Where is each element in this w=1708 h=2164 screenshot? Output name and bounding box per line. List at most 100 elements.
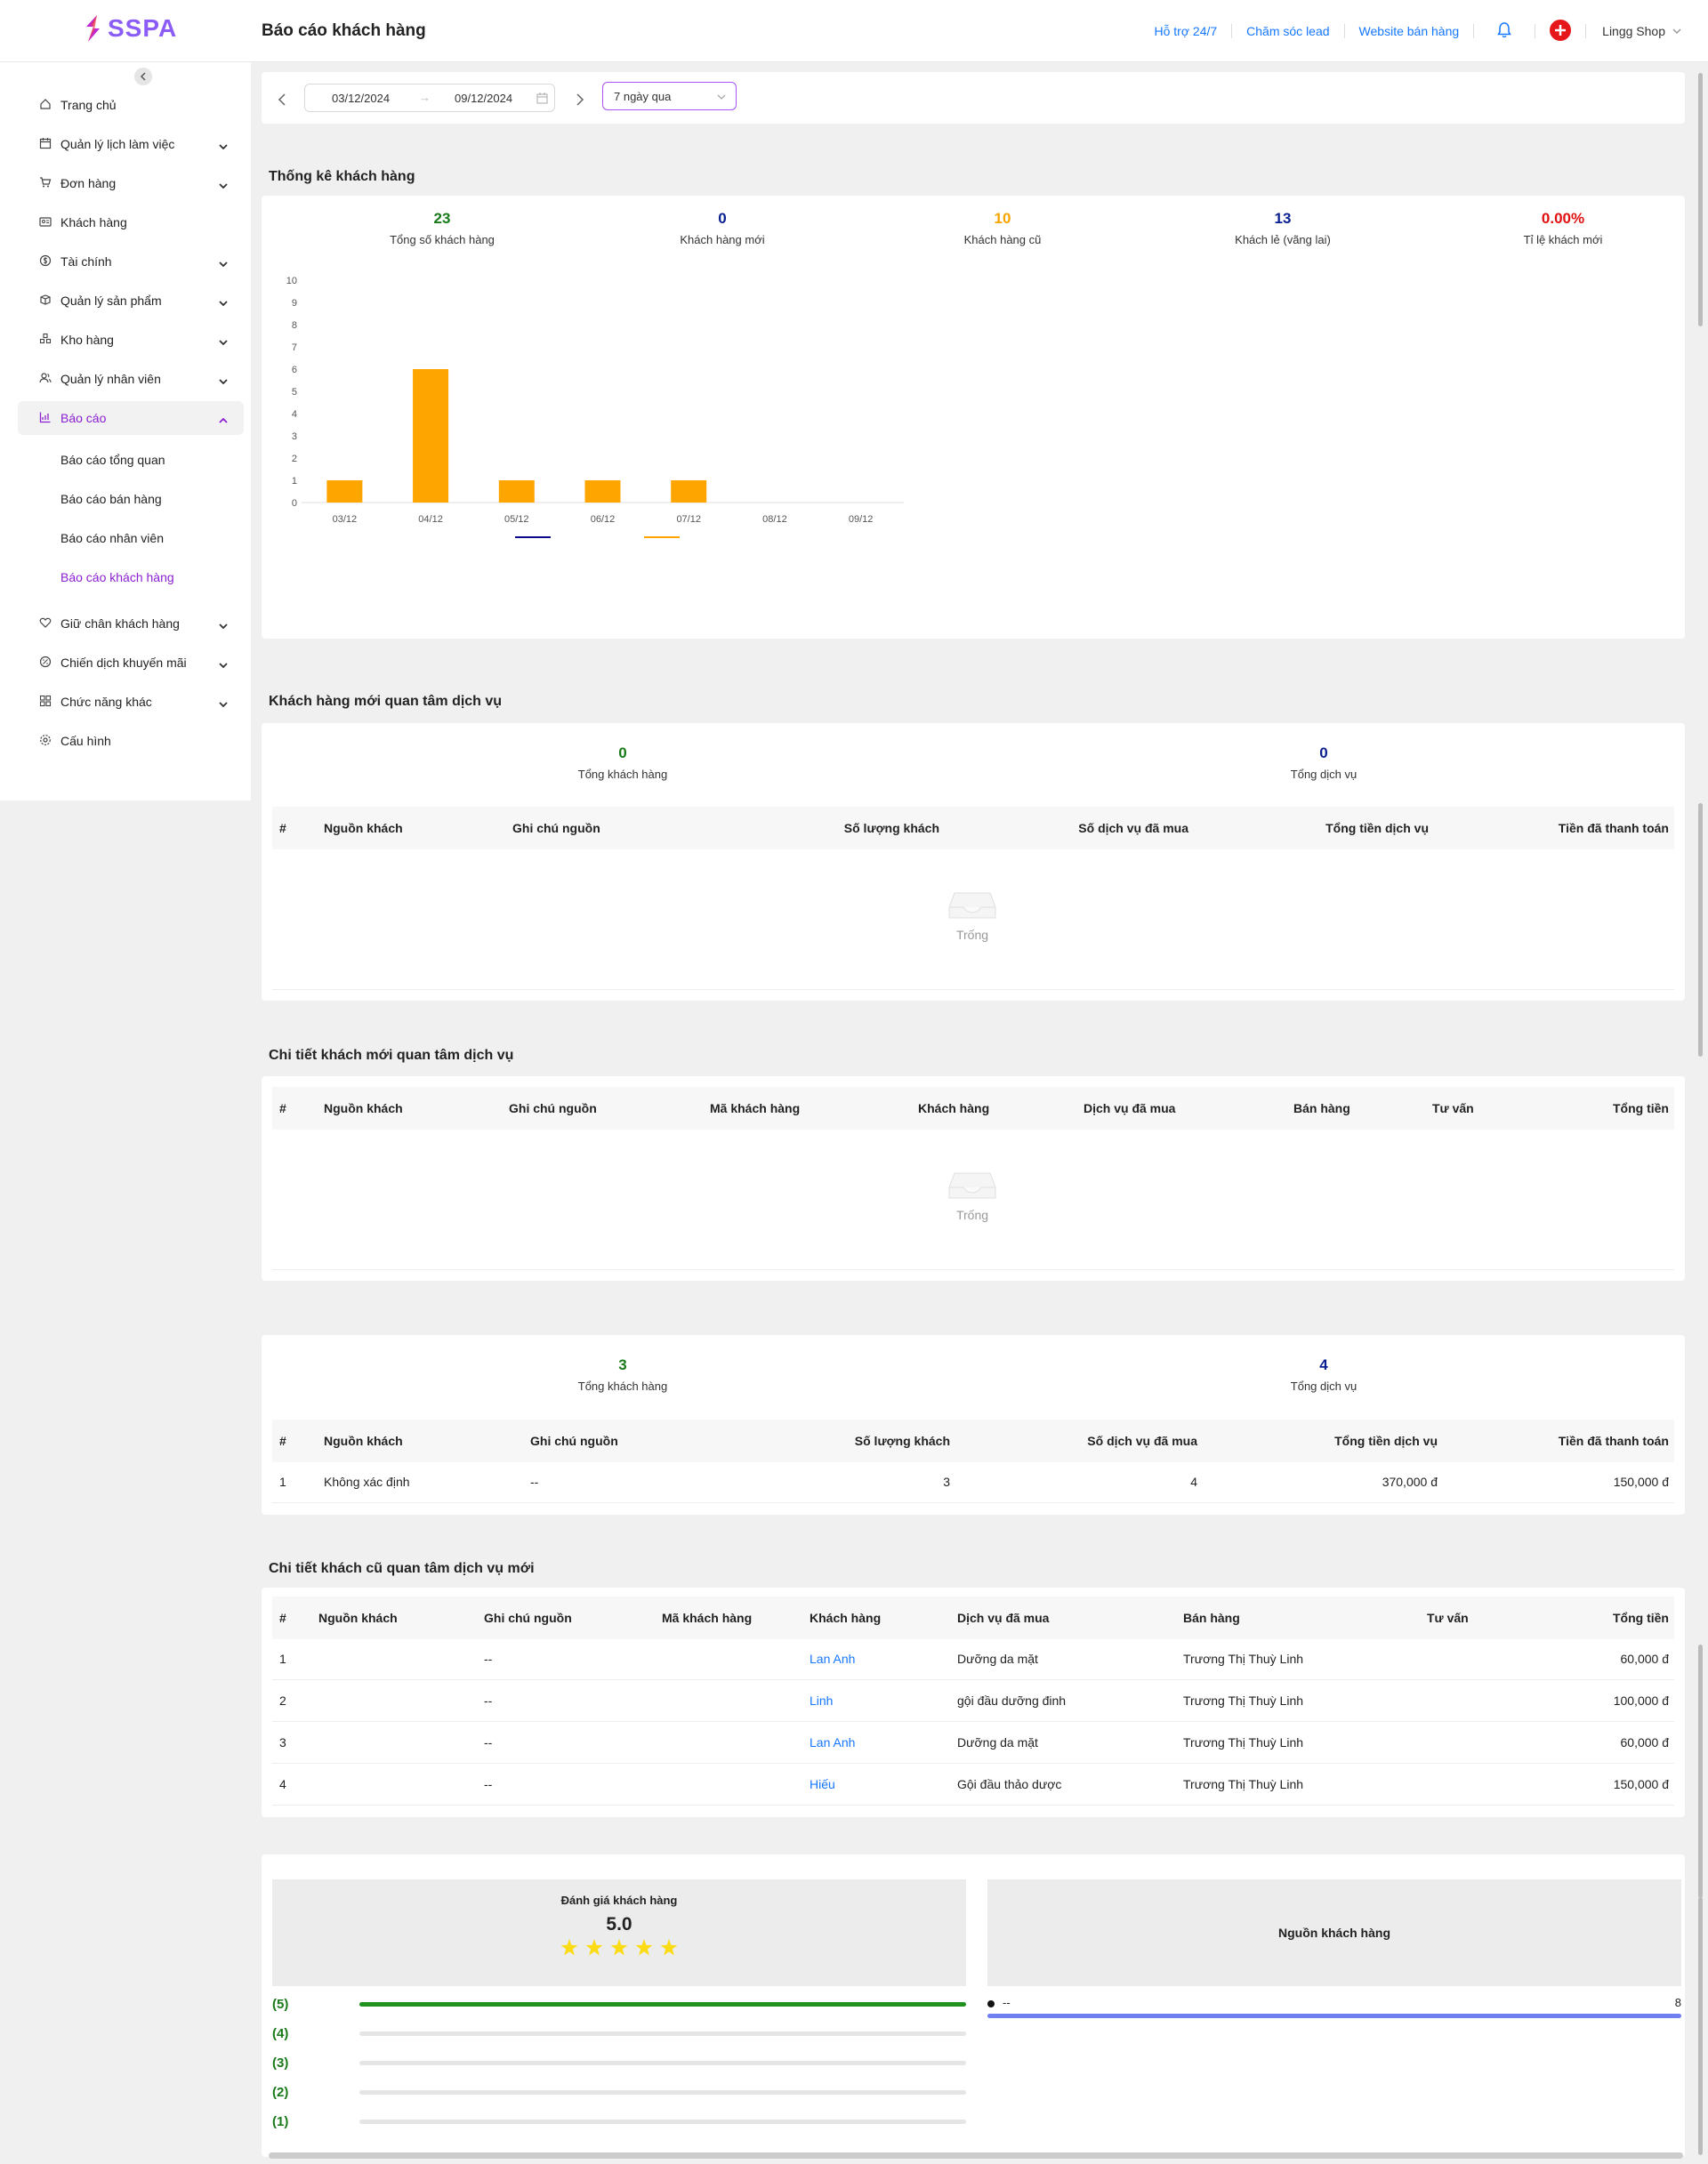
stat-1: 23 Tổng số khách hàng (326, 210, 558, 246)
table-cell: 60,000 đ (1620, 1652, 1670, 1666)
table-cell[interactable]: Hiếu (810, 1777, 835, 1791)
bell-icon[interactable] (1497, 21, 1511, 41)
table-cell: 1 (279, 1652, 286, 1666)
table-cell: 4 (279, 1777, 286, 1791)
bar-old-06/12[interactable] (584, 480, 621, 503)
star-icon (560, 1939, 578, 1959)
collapse-sidebar-button[interactable] (134, 68, 152, 85)
sidebar-subitem-4[interactable]: Báo cáo khách hàng (60, 570, 174, 584)
settings-icon (39, 734, 52, 749)
new-detail-title: Chi tiết khách mới quan tâm dịch vụ (269, 1048, 514, 1063)
bar-old-07/12[interactable] (671, 480, 707, 503)
sidebar-item-chuc-nang-khac[interactable]: Chức năng khác (18, 685, 244, 719)
divider (272, 989, 1674, 990)
stats-section-title: Thống kê khách hàng (269, 169, 415, 184)
prev-period-icon[interactable] (278, 93, 286, 106)
sidebar-subitem-2[interactable]: Báo cáo bán hàng (60, 492, 162, 506)
page-scrollbar-thumb[interactable] (1698, 73, 1703, 326)
new-interest-title: Khách hàng mới quan tâm dịch vụ (269, 694, 503, 709)
table-cell: Không xác định (324, 1475, 410, 1489)
sidebar-item-quan-ly-san-pham[interactable]: Quản lý sản phẩm (18, 284, 244, 318)
sidebar-subitem-3[interactable]: Báo cáo nhân viên (60, 531, 164, 545)
top-bar: SSPA Báo cáo khách hàng Hỗ trợ 24/7 Chăm… (0, 0, 1708, 62)
column-header: Tư vấn (1432, 1101, 1474, 1115)
chevron-up-icon (219, 412, 228, 426)
bar-old-04/12[interactable] (413, 369, 449, 503)
sidebar-item-bao-cao[interactable]: Báo cáo (18, 401, 244, 435)
sidebar-item-label: Quản lý lịch làm việc (60, 137, 175, 151)
column-header: Mã khách hàng (710, 1101, 801, 1115)
bar-old-03/12[interactable] (326, 480, 363, 503)
chevron-down-icon (219, 177, 228, 191)
page-scrollbar-thumb[interactable] (1698, 1645, 1703, 1898)
page-scrollbar-thumb[interactable] (1698, 803, 1703, 1057)
date-range-separator: → (419, 91, 431, 104)
page-title: Báo cáo khách hàng (262, 21, 426, 40)
page-scrollbar-thumb[interactable] (1698, 1897, 1703, 2155)
star-icon (585, 1939, 603, 1959)
cart-icon (39, 176, 52, 191)
rating-bar-track (359, 2060, 966, 2065)
new-total-services-label: Tổng dịch vụ (1290, 768, 1358, 781)
table-cell[interactable]: Linh (810, 1693, 834, 1708)
rating-bar-track (359, 2031, 966, 2036)
rating-bar-track (359, 2001, 966, 2007)
sidebar-item-label: Cấu hình (60, 734, 111, 748)
table-cell: Dưỡng da mặt (957, 1652, 1038, 1666)
sidebar-item-don-hang[interactable]: Đơn hàng (18, 166, 244, 200)
next-period-icon[interactable] (576, 93, 584, 106)
sidebar-item-label: Quản lý nhân viên (60, 372, 161, 386)
shop-selector[interactable]: Lingg Shop (1602, 24, 1681, 38)
sidebar-item-giu-chan-khach-hang[interactable]: Giữ chân khách hàng (18, 607, 244, 640)
new-interest-table-header: # Nguồn khách Ghi chú nguồn Số lượng khách S… (272, 807, 1674, 849)
preset-select[interactable]: 7 ngày qua (602, 82, 737, 110)
table-cell: 3 (279, 1735, 286, 1750)
add-icon[interactable] (1550, 19, 1572, 44)
sidebar-item-cau-hinh[interactable]: Cấu hình (18, 724, 244, 758)
table-cell: -- (484, 1735, 493, 1750)
divider (272, 1269, 1674, 1270)
sidebar-item-khach-hang[interactable]: Khách hàng (18, 205, 244, 239)
y-tick-label: 3 (292, 431, 297, 442)
website-link[interactable]: Website bán hàng (1345, 24, 1475, 38)
old-summary-table-header: # Nguồn khách Ghi chú nguồn Số lượng khách S… (272, 1420, 1674, 1462)
rating-bar-row: (1) (272, 2111, 966, 2132)
sidebar-item-chien-dich-khuyen-mai[interactable]: Chiến dịch khuyến mãi (18, 646, 244, 680)
rating-stars (272, 1939, 966, 1959)
column-header: Nguồn khách (318, 1611, 398, 1625)
sidebar-item-tai-chinh[interactable]: Tài chính (18, 245, 244, 278)
logo[interactable]: SSPA (83, 14, 177, 43)
sidebar-item-quan-ly-lich-lam-viec[interactable]: Quản lý lịch làm việc (18, 127, 244, 161)
sidebar-subitem-1[interactable]: Báo cáo tổng quan (60, 453, 165, 467)
home-icon (39, 98, 52, 113)
stat-label: Tỉ lệ khách mới (1523, 233, 1603, 246)
source-dot (987, 2000, 995, 2007)
new-detail-table-header: # Nguồn khách Ghi chú nguồn Mã khách hàng Kh… (272, 1087, 1674, 1130)
table-cell[interactable]: Lan Anh (810, 1735, 856, 1750)
bar-old-05/12[interactable] (498, 480, 535, 503)
source-value: 8 (1674, 1996, 1681, 2009)
column-header: Dịch vụ đã mua (957, 1611, 1050, 1625)
table-cell: 3 (943, 1475, 950, 1489)
table-cell[interactable]: Lan Anh (810, 1652, 856, 1666)
date-range-picker[interactable]: 03/12/2024 → 09/12/2024 (304, 84, 555, 112)
chevron-down-icon (1672, 28, 1681, 34)
brand-name: SSPA (108, 14, 178, 42)
sidebar-item-kho-hang[interactable]: Kho hàng (18, 323, 244, 357)
y-tick-label: 9 (292, 298, 297, 309)
rating-bar-fill (359, 2001, 966, 2007)
x-tick-label: 09/12 (849, 514, 874, 525)
lead-care-link[interactable]: Chăm sóc lead (1232, 24, 1345, 38)
x-tick-label: 06/12 (591, 514, 616, 525)
column-header: Tổng tiền dịch vụ (1334, 1434, 1438, 1448)
rating-bar-label: (1) (272, 2113, 289, 2129)
date-to[interactable]: 09/12/2024 (455, 92, 513, 105)
sidebar-item-trang-chu[interactable]: Trang chủ (18, 88, 244, 122)
date-from[interactable]: 03/12/2024 (332, 92, 391, 105)
bottom-scrollbar[interactable] (269, 2152, 1683, 2159)
y-tick-label: 6 (292, 365, 297, 375)
sidebar-item-quan-ly-nhan-vien[interactable]: Quản lý nhân viên (18, 362, 244, 396)
sidebar-item-label: Tài chính (60, 254, 112, 269)
support-link[interactable]: Hỗ trợ 24/7 (1140, 24, 1233, 38)
stat-value: 0.00% (1541, 210, 1585, 227)
